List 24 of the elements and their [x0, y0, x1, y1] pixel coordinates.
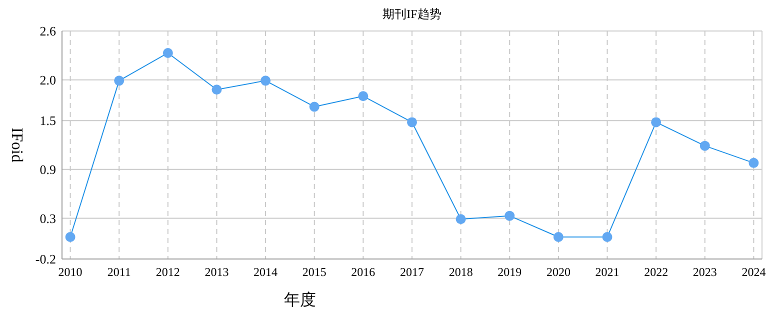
x-tick-label: 2015 — [302, 265, 326, 279]
x-tick-label: 2012 — [156, 265, 180, 279]
y-tick-label: 0.3 — [40, 210, 56, 226]
x-tick-label: 2021 — [595, 265, 620, 279]
x-tick-label: 2016 — [351, 265, 376, 279]
y-axis-title: IFoid — [8, 128, 25, 162]
x-tick-label: 2010 — [58, 265, 82, 279]
x-tick-label: 2023 — [692, 265, 717, 279]
x-tick-label: 2017 — [400, 265, 424, 279]
y-tick-label: 2.6 — [40, 24, 56, 39]
x-tick-label: 2022 — [644, 265, 668, 279]
x-tick-label: 2011 — [107, 265, 131, 279]
x-tick-label: 2019 — [498, 265, 522, 279]
y-tick-label: -0.2 — [35, 252, 56, 267]
y-tick-label: 1.5 — [40, 113, 56, 128]
x-tick-label: 2024 — [742, 265, 766, 279]
y-tick-label: 2.0 — [40, 72, 56, 88]
x-axis-title: 年度 — [284, 291, 316, 309]
chart-title: 期刊IF趋势 — [382, 7, 442, 21]
x-tick-label: 2014 — [254, 265, 278, 279]
x-tick-label: 2013 — [204, 265, 229, 279]
y-tick-label: 0.9 — [40, 162, 56, 177]
x-tick-label: 2018 — [448, 265, 473, 279]
x-tick-label: 2020 — [546, 265, 570, 279]
